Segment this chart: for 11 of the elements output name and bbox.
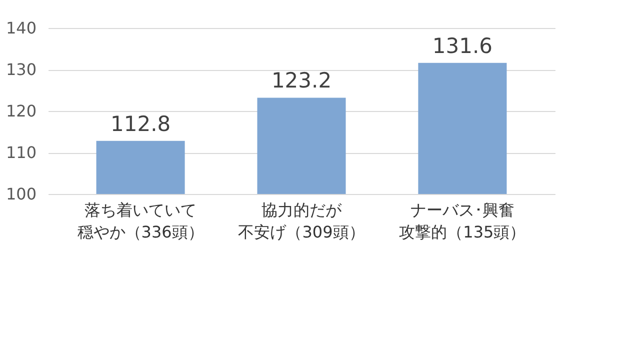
y-tick-label: 110 bbox=[6, 143, 36, 162]
data-label: 123.2 bbox=[271, 68, 332, 93]
x-tick-label: ナーバス･興奮攻撃的（135頭） bbox=[399, 200, 526, 242]
x-tick-label: 落ち着いていて穏やか（336頭） bbox=[77, 200, 204, 242]
x-tick-label: 協力的だが不安げ（309頭） bbox=[238, 200, 365, 242]
data-label: 112.8 bbox=[110, 112, 171, 136]
y-tick-label: 140 bbox=[6, 18, 36, 38]
y-tick-label: 120 bbox=[6, 102, 36, 120]
y-tick-label: 130 bbox=[6, 60, 36, 79]
data-label: 131.6 bbox=[432, 34, 493, 58]
y-tick-label: 100 bbox=[6, 184, 36, 204]
